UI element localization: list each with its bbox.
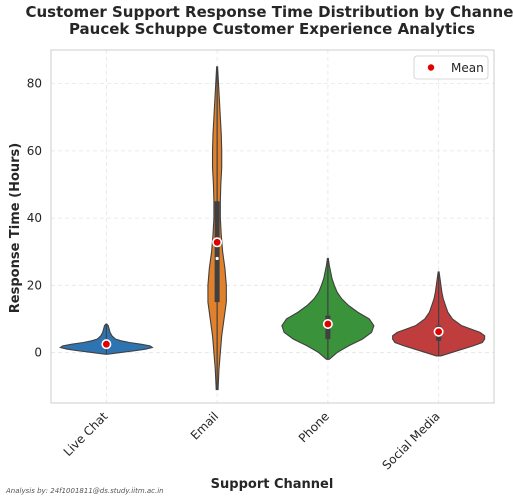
legend-mean-marker <box>428 64 434 70</box>
violin-median-point <box>216 257 219 260</box>
analysis-credit: Analysis by: 24f1001811@ds.study.iitm.ac… <box>6 487 164 495</box>
mean-marker <box>213 238 221 246</box>
y-tick-label: 80 <box>27 77 42 91</box>
y-tick-label: 0 <box>34 346 42 360</box>
y-tick-label: 60 <box>27 144 42 158</box>
legend: Mean <box>414 56 488 79</box>
x-axis-label: Support Channel <box>211 477 334 492</box>
legend-mean-label: Mean <box>451 61 484 75</box>
chart-subtitle: Paucek Schuppe Customer Experience Analy… <box>69 20 475 38</box>
y-tick-label: 40 <box>27 211 42 225</box>
mean-marker <box>434 328 442 336</box>
mean-marker <box>102 340 110 348</box>
y-tick-label: 20 <box>27 278 42 292</box>
y-axis-label: Response Time (Hours) <box>8 143 23 313</box>
violin-iqr-box <box>215 201 220 302</box>
mean-marker <box>324 320 332 328</box>
chart-title: Customer Support Response Time Distribut… <box>25 3 513 21</box>
